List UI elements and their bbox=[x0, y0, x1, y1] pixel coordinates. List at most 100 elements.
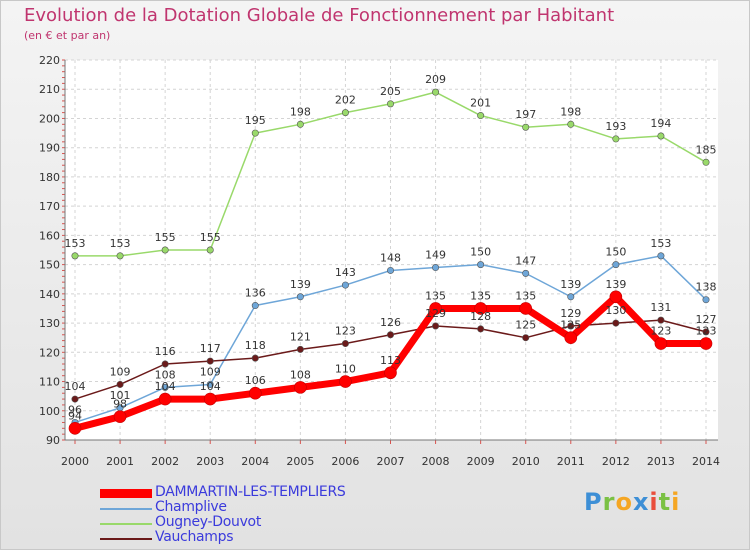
data-point bbox=[113, 410, 127, 423]
legend-label: Vauchamps bbox=[155, 529, 234, 545]
data-label: 121 bbox=[290, 330, 311, 343]
data-point bbox=[612, 135, 620, 143]
data-label: 125 bbox=[515, 319, 536, 332]
data-point bbox=[251, 354, 259, 362]
data-point bbox=[386, 331, 394, 339]
x-tick-label: 2012 bbox=[602, 455, 630, 468]
data-point bbox=[477, 261, 485, 269]
data-point bbox=[702, 158, 710, 166]
data-point bbox=[248, 386, 262, 400]
data-label: 118 bbox=[245, 339, 266, 352]
legend-label: Champlive bbox=[155, 499, 227, 515]
legend-swatch bbox=[100, 489, 152, 498]
y-tick-label: 100 bbox=[39, 405, 60, 418]
data-point bbox=[567, 293, 575, 301]
data-label: 153 bbox=[650, 237, 671, 250]
data-point bbox=[477, 112, 485, 120]
data-point bbox=[386, 100, 394, 108]
data-label: 104 bbox=[65, 380, 86, 393]
data-point bbox=[161, 246, 169, 254]
x-tick-label: 2007 bbox=[377, 455, 405, 468]
x-tick-label: 2004 bbox=[241, 455, 269, 468]
data-point bbox=[432, 264, 440, 272]
data-label: 129 bbox=[425, 307, 446, 320]
legend-swatch bbox=[100, 538, 152, 540]
data-point bbox=[203, 392, 217, 406]
data-point bbox=[612, 319, 620, 327]
data-point bbox=[564, 331, 578, 344]
chart-subtitle: (en € et par an) bbox=[24, 29, 111, 42]
data-point bbox=[71, 252, 79, 260]
data-label: 108 bbox=[290, 368, 311, 381]
data-label: 198 bbox=[290, 105, 311, 118]
data-point bbox=[341, 340, 349, 348]
x-tick-label: 2001 bbox=[106, 455, 134, 468]
y-tick-label: 220 bbox=[39, 54, 60, 67]
y-tick-label: 90 bbox=[46, 434, 60, 447]
data-label: 96 bbox=[68, 403, 82, 416]
data-label: 109 bbox=[110, 365, 131, 378]
x-tick-label: 2010 bbox=[512, 455, 540, 468]
data-point bbox=[612, 261, 620, 269]
x-tick-label: 2013 bbox=[647, 455, 675, 468]
data-point bbox=[474, 302, 487, 315]
data-label: 98 bbox=[113, 398, 127, 411]
data-point bbox=[294, 381, 307, 394]
data-point bbox=[296, 120, 304, 128]
data-label: 198 bbox=[560, 105, 581, 118]
data-point bbox=[71, 395, 79, 403]
data-label: 135 bbox=[515, 289, 536, 302]
y-tick-label: 190 bbox=[39, 142, 60, 155]
y-tick-label: 160 bbox=[39, 229, 60, 242]
data-point bbox=[522, 123, 530, 131]
chart-title: Evolution de la Dotation Globale de Fonc… bbox=[24, 5, 615, 26]
data-label: 123 bbox=[335, 325, 356, 338]
x-tick-label: 2006 bbox=[331, 455, 359, 468]
legend-label: Ougney-Douvot bbox=[155, 514, 262, 530]
data-label: 136 bbox=[245, 287, 266, 300]
data-label: 117 bbox=[200, 342, 221, 355]
data-point bbox=[251, 302, 259, 310]
data-point bbox=[477, 325, 485, 333]
data-label: 106 bbox=[245, 374, 266, 387]
data-label: 94 bbox=[68, 409, 82, 422]
data-label: 150 bbox=[470, 246, 491, 259]
data-label: 126 bbox=[380, 316, 401, 329]
data-label: 139 bbox=[290, 278, 311, 291]
data-label: 201 bbox=[470, 97, 491, 110]
x-tick-label: 2009 bbox=[467, 455, 495, 468]
data-label: 148 bbox=[380, 251, 401, 264]
x-tick-label: 2014 bbox=[692, 455, 720, 468]
data-point bbox=[206, 380, 214, 388]
data-point bbox=[158, 392, 172, 406]
data-point bbox=[432, 322, 440, 330]
data-label: 195 bbox=[245, 114, 266, 127]
data-label: 138 bbox=[696, 281, 717, 294]
data-label: 153 bbox=[110, 237, 131, 250]
legend-swatch bbox=[100, 523, 152, 525]
legend-swatch bbox=[100, 508, 152, 510]
data-point bbox=[522, 334, 530, 342]
data-label: 185 bbox=[696, 143, 717, 156]
data-point bbox=[384, 366, 397, 380]
data-label: 131 bbox=[650, 301, 671, 314]
data-point bbox=[657, 252, 665, 260]
data-point bbox=[206, 246, 214, 254]
data-point bbox=[341, 281, 349, 289]
x-tick-label: 2008 bbox=[422, 455, 450, 468]
data-label: 197 bbox=[515, 108, 536, 121]
data-label: 104 bbox=[155, 380, 176, 393]
data-label: 202 bbox=[335, 94, 356, 107]
data-point bbox=[567, 120, 575, 128]
data-label: 147 bbox=[515, 254, 536, 267]
y-tick-label: 140 bbox=[39, 288, 60, 301]
data-label: 193 bbox=[605, 120, 626, 133]
data-point bbox=[161, 383, 169, 391]
legend-label: DAMMARTIN-LES-TEMPLIERS bbox=[155, 484, 346, 500]
data-point bbox=[386, 266, 394, 274]
data-point bbox=[429, 302, 442, 315]
y-tick-label: 180 bbox=[39, 171, 60, 184]
y-tick-label: 200 bbox=[39, 112, 60, 125]
y-tick-label: 130 bbox=[39, 317, 60, 330]
